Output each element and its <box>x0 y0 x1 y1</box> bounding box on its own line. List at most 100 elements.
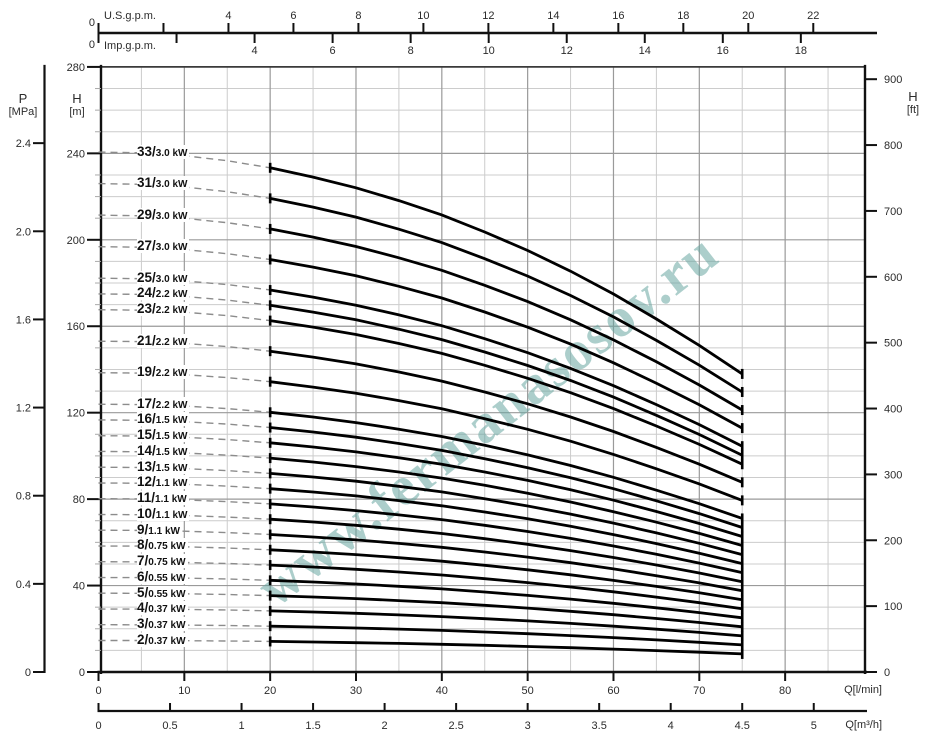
curve-label-24: 24/2.2 kW <box>137 285 190 301</box>
curve-stages: 21/ <box>137 332 156 348</box>
svg-text:700: 700 <box>884 206 902 218</box>
flow-m3h-ticks: 0 0.5 1 1.5 2 2.5 3 3.5 4 4.5 5 <box>95 703 817 732</box>
svg-text:2.4: 2.4 <box>16 138 31 150</box>
svg-text:0.4: 0.4 <box>16 579 31 591</box>
curve-label-14: 14/1.5 kW <box>137 442 190 458</box>
curve-stages: 25/ <box>137 269 156 285</box>
curve-label-25: 25/3.0 kW <box>137 269 190 285</box>
curve-stages: 14/ <box>137 442 156 458</box>
svg-text:600: 600 <box>884 272 902 284</box>
svg-text:14: 14 <box>547 10 559 22</box>
pressure-axis-header: P [MPa] <box>6 91 40 119</box>
curve-stages: 2/ <box>137 631 149 647</box>
svg-text:3.5: 3.5 <box>592 720 607 732</box>
svg-text:0: 0 <box>25 667 31 679</box>
curve-stages: 19/ <box>137 364 156 380</box>
svg-text:4: 4 <box>225 10 231 22</box>
svg-text:4: 4 <box>252 45 258 57</box>
curve-power: 0.37 kW <box>148 620 186 632</box>
head-ft-axis-header: H [ft] <box>896 89 930 116</box>
curve-label-17: 17/2.2 kW <box>137 395 190 411</box>
svg-text:10: 10 <box>483 45 495 57</box>
curve-stages: 12/ <box>137 474 156 490</box>
curve-power: 3.0 kW <box>155 273 188 285</box>
curve-label-31: 31/3.0 kW <box>137 176 190 191</box>
flow-lmin-axis-name: Q[l/min] <box>844 684 882 696</box>
svg-text:8: 8 <box>408 45 414 57</box>
curve-label-21: 21/2.2 kW <box>137 332 190 348</box>
curve-stages: 23/ <box>137 301 156 317</box>
svg-text:0: 0 <box>89 17 95 29</box>
curve-label-11: 11/1.1 kW <box>137 491 189 506</box>
curve-label-27: 27/3.0 kW <box>137 239 190 254</box>
curve-power: 2.2 kW <box>155 399 188 411</box>
svg-text:18: 18 <box>677 10 689 22</box>
svg-text:240: 240 <box>67 148 85 160</box>
curve-label-13: 13/1.5 kW <box>137 459 190 474</box>
svg-text:1.6: 1.6 <box>16 314 31 326</box>
impgpm-ticks: 4 6 8 10 12 14 16 18 0 <box>89 33 807 57</box>
svg-text:6: 6 <box>330 45 336 57</box>
svg-text:400: 400 <box>884 404 902 416</box>
svg-text:120: 120 <box>67 408 85 420</box>
head-m-axis-name: H <box>72 91 82 106</box>
curve-power: 0.55 kW <box>148 572 186 584</box>
curve-power: 1.1 kW <box>155 478 188 490</box>
svg-text:0: 0 <box>95 685 101 697</box>
svg-text:80: 80 <box>779 685 791 697</box>
curve-label-19: 19/2.2 kW <box>137 364 190 380</box>
svg-text:1: 1 <box>238 720 244 732</box>
svg-text:0: 0 <box>79 667 85 679</box>
head-m-axis-header: H [m] <box>62 91 92 119</box>
curve-power: 3.0 kW <box>155 147 188 159</box>
svg-text:300: 300 <box>884 469 902 481</box>
curve-stages: 9/ <box>137 521 149 537</box>
svg-text:10: 10 <box>417 10 429 22</box>
svg-text:18: 18 <box>795 45 807 57</box>
head-m-axis-unit: [m] <box>69 106 85 119</box>
curve-label-8: 8/0.75 kW <box>137 538 188 553</box>
curve-power: 2.2 kW <box>155 368 188 380</box>
curve-stages: 33/ <box>137 143 156 159</box>
curve-label-16: 16/1.5 kW <box>137 412 190 427</box>
svg-text:50: 50 <box>522 685 534 697</box>
curve-power: 3.0 kW <box>155 210 188 222</box>
curve-power: 1.1 kW <box>155 494 187 506</box>
svg-text:6: 6 <box>290 10 296 22</box>
svg-text:10: 10 <box>178 685 190 697</box>
curve-stages: 17/ <box>137 395 156 411</box>
svg-text:2: 2 <box>382 720 388 732</box>
head-ft-axis-name: H <box>908 89 918 104</box>
svg-text:200: 200 <box>884 535 902 547</box>
curve-label-15: 15/1.5 kW <box>137 428 190 443</box>
flow-m3h-axis-name: Q[m³/h] <box>845 719 882 731</box>
svg-text:8: 8 <box>355 10 361 22</box>
curve-power: 1.1 kW <box>155 509 188 521</box>
svg-text:40: 40 <box>436 685 448 697</box>
curve-end-markers <box>268 162 744 659</box>
curve-power: 2.2 kW <box>155 289 188 301</box>
axes <box>43 31 877 713</box>
curve-stages: 29/ <box>137 206 156 222</box>
pressure-ticks: 0 0.4 0.8 1.2 1.6 2.0 2.4 <box>16 138 44 679</box>
svg-text:0: 0 <box>884 667 890 679</box>
svg-text:30: 30 <box>350 685 362 697</box>
pressure-axis-unit: [MPa] <box>8 106 38 119</box>
curve-label-33: 33/3.0 kW <box>137 143 190 159</box>
svg-text:2.5: 2.5 <box>448 720 463 732</box>
curve-power: 2.2 kW <box>155 336 188 348</box>
svg-text:1.5: 1.5 <box>305 720 320 732</box>
svg-text:900: 900 <box>884 74 902 86</box>
svg-text:14: 14 <box>639 45 651 57</box>
curve-label-3: 3/0.37 kW <box>137 617 188 632</box>
curve-stages: 24/ <box>137 285 156 301</box>
curve-power: 1.5 kW <box>155 446 188 458</box>
curve-power: 1.1 kW <box>148 525 180 537</box>
svg-text:22: 22 <box>807 10 819 22</box>
curve-power: 2.2 kW <box>155 305 188 317</box>
svg-text:80: 80 <box>73 494 85 506</box>
curve-stages: 6/ <box>137 568 149 584</box>
svg-text:0.8: 0.8 <box>16 491 31 503</box>
